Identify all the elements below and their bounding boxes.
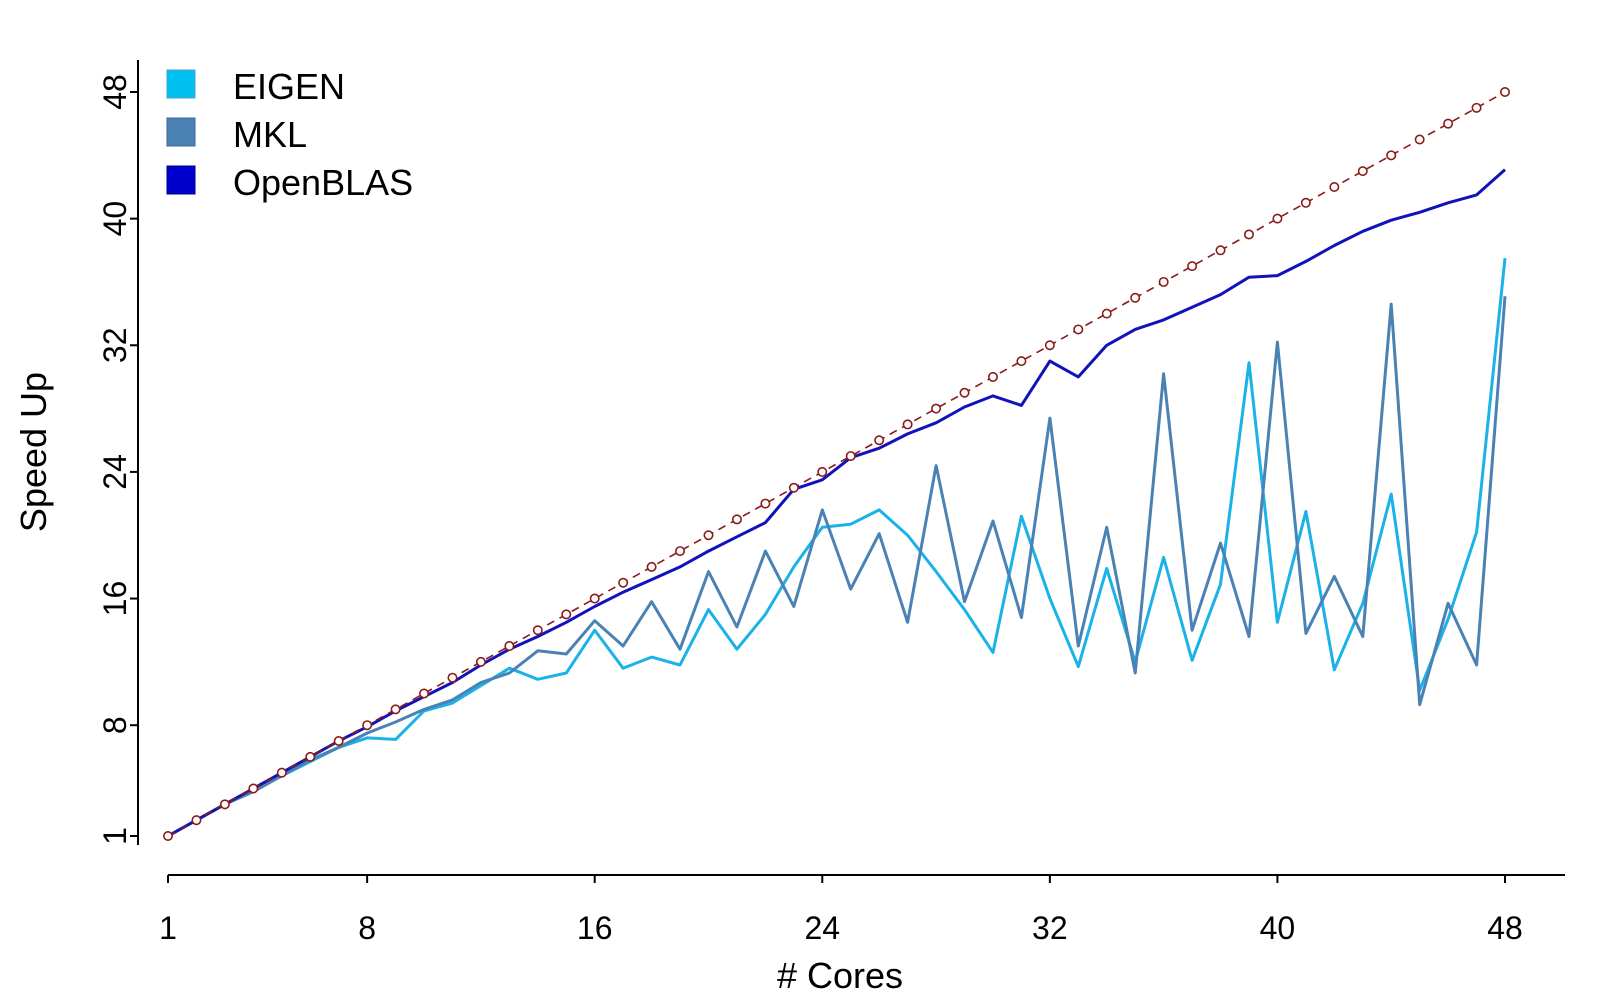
ideal-point (1130, 292, 1141, 303)
x-tick-label: 1 (159, 910, 177, 946)
ideal-point (703, 530, 714, 541)
y-tick-label: 24 (97, 454, 133, 490)
series-eigen (167, 258, 1507, 838)
ideal-point (248, 783, 259, 794)
ideal-point (675, 546, 686, 557)
ideal-point (788, 482, 799, 493)
ideal-point (646, 561, 657, 572)
x-tick-label: 16 (577, 910, 613, 946)
y-tick-label: 32 (97, 327, 133, 363)
legend-label-openblas: OpenBLAS (233, 162, 413, 203)
legend-swatch-openblas (166, 165, 196, 195)
ideal-point (760, 498, 771, 509)
ideal-point (1101, 308, 1112, 319)
legend-label-mkl: MKL (233, 114, 307, 155)
series-mkl (167, 296, 1507, 838)
ideal-point (1016, 356, 1027, 367)
ideal-point (305, 751, 316, 762)
ideal-point (1329, 181, 1340, 192)
ideal-point (532, 625, 543, 636)
y-tick-label: 48 (97, 74, 133, 110)
ideal-point (475, 656, 486, 667)
ideal-point (618, 577, 629, 588)
ideal-point (1300, 197, 1311, 208)
ideal-point (419, 688, 430, 699)
y-axis-title: Speed Up (13, 372, 54, 532)
ideal-point (561, 609, 572, 620)
x-tick-label: 48 (1487, 910, 1523, 946)
ideal-point (1500, 87, 1511, 98)
axes: 1 8 16 24 32 40 48 1 8 16 24 32 40 48 # Cores Speed … (13, 60, 1565, 996)
ideal-point (447, 672, 458, 683)
series-openblas (167, 168, 1506, 838)
ideal-point (1386, 150, 1397, 161)
y-tick-label: 1 (97, 827, 133, 845)
ideal-point (219, 799, 230, 810)
ideal-point (874, 435, 885, 446)
series-line-mkl (167, 296, 1507, 838)
series-line-eigen (167, 258, 1507, 838)
x-tick-label: 32 (1032, 910, 1068, 946)
series-line-ideal (167, 91, 1506, 837)
ideal-point (1158, 276, 1169, 287)
ideal-point (362, 720, 373, 731)
ideal-point (1187, 261, 1198, 272)
ideal-point (845, 451, 856, 462)
ideal-point (731, 514, 742, 525)
ideal-point (1215, 245, 1226, 256)
ideal-point (504, 641, 515, 652)
ideal-point (1272, 213, 1283, 224)
ideal-point (987, 371, 998, 382)
ideal-point (1044, 340, 1055, 351)
legend-swatch-eigen (166, 69, 196, 99)
ideal-point (959, 387, 970, 398)
y-ticks: 1 8 16 24 32 40 48 (97, 74, 138, 845)
series-line-openblas (167, 168, 1506, 838)
x-axis-title: # Cores (777, 955, 903, 996)
ideal-point (1443, 118, 1454, 129)
ideal-point (589, 593, 600, 604)
ideal-point (931, 403, 942, 414)
legend: EIGEN MKL OpenBLAS (166, 66, 413, 203)
legend-swatch-mkl (166, 117, 196, 147)
ideal-point (333, 736, 344, 747)
ideal-point (276, 767, 287, 778)
y-tick-label: 16 (97, 581, 133, 617)
y-tick-label: 40 (97, 201, 133, 237)
legend-label-eigen: EIGEN (233, 66, 345, 107)
ideal-point (390, 704, 401, 715)
x-tick-label: 40 (1260, 910, 1296, 946)
ideal-point (1471, 102, 1482, 113)
ideal-point (1073, 324, 1084, 335)
ideal-point (902, 419, 913, 430)
ideal-point (1357, 166, 1368, 177)
ideal-point (191, 815, 202, 826)
ideal-point (163, 830, 174, 841)
ideal-point (817, 466, 828, 477)
series-layer (163, 87, 1511, 841)
ideal-point (1243, 229, 1254, 240)
x-ticks: 1 8 16 24 32 40 48 (159, 875, 1523, 946)
ideal-point (1414, 134, 1425, 145)
series-ideal (163, 87, 1511, 841)
x-tick-label: 24 (804, 910, 840, 946)
x-tick-label: 8 (358, 910, 376, 946)
y-tick-label: 8 (97, 716, 133, 734)
